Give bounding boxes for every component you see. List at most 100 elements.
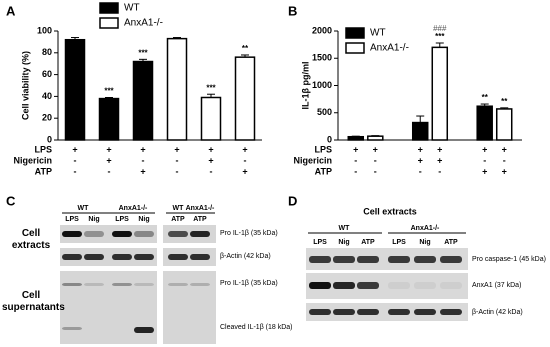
blot-band: [414, 282, 436, 289]
lane-label: ATP: [444, 239, 458, 246]
blot-band: [190, 254, 210, 260]
band-label: AnxA1 (37 kDa): [472, 282, 521, 289]
lane-label: Nig: [138, 216, 149, 223]
blot-image: [306, 248, 468, 270]
group-label: AnxA1-/-: [119, 205, 148, 212]
condition-value: +: [418, 144, 423, 154]
legend-label: WT: [370, 28, 386, 39]
blot-image: [163, 271, 216, 344]
blot-band: [357, 256, 379, 263]
legend-swatch: [345, 27, 365, 39]
condition-value: +: [437, 144, 442, 154]
y-tick-label: 1500: [312, 53, 332, 63]
blot-band: [357, 309, 379, 315]
bar: [98, 97, 120, 141]
bar: [431, 46, 449, 141]
blot-band: [134, 231, 154, 237]
blot-band: [309, 256, 331, 263]
blot-band: [62, 254, 82, 260]
blot-band: [134, 327, 154, 333]
condition-value: +: [174, 144, 179, 154]
condition-value: +: [502, 166, 507, 176]
panel-label: A: [6, 3, 16, 18]
y-axis-label: IL-1β pg/ml: [300, 62, 310, 110]
condition-value: +: [208, 144, 213, 154]
blot-band: [440, 282, 462, 289]
condition-value: -: [419, 166, 422, 176]
blot-title: Cell extracts: [363, 206, 417, 216]
condition-value: +: [502, 144, 507, 154]
y-tick-label: 40: [42, 91, 52, 101]
condition-value: -: [374, 166, 377, 176]
condition-value: +: [242, 144, 247, 154]
blot-band: [440, 309, 462, 315]
group-label: WT: [173, 205, 185, 212]
significance: ###: [433, 24, 447, 33]
condition-value: -: [354, 155, 357, 165]
bar: [234, 56, 256, 141]
bar: [166, 37, 188, 141]
group-label: AnxA1-/-: [411, 225, 440, 232]
band-label: Pro IL-1β (35 kDa): [220, 280, 278, 287]
blot-band: [357, 282, 379, 289]
panel-label: C: [6, 193, 16, 208]
condition-value: -: [483, 155, 486, 165]
lane-label: LPS: [65, 216, 79, 223]
blot-band: [388, 309, 410, 315]
condition-value: +: [373, 144, 378, 154]
blot-band: [333, 309, 355, 315]
y-tick-label: 100: [37, 25, 52, 35]
significance: **: [501, 97, 508, 106]
blot-image: [60, 225, 157, 243]
section-label: Cell supernatants: [2, 290, 65, 313]
blot-band: [414, 256, 436, 263]
blot-band: [333, 256, 355, 263]
panel-label: B: [288, 3, 297, 18]
legend-label: WT: [124, 3, 140, 14]
condition-value: -: [74, 166, 77, 176]
y-tick-label: 80: [42, 47, 52, 57]
lane-label: ATP: [361, 239, 375, 246]
y-tick-label: 1000: [312, 80, 332, 90]
blot-band: [388, 256, 410, 263]
condition-value: +: [353, 144, 358, 154]
bar: [367, 135, 384, 141]
condition-value: +: [437, 155, 442, 165]
condition-value: -: [108, 166, 111, 176]
condition-value: -: [438, 166, 441, 176]
y-tick-label: 2000: [312, 25, 332, 35]
blot-band: [84, 254, 104, 260]
lane-label: Nig: [338, 239, 349, 246]
group-label: WT: [78, 205, 90, 212]
condition-value: -: [176, 166, 179, 176]
blot-image: [163, 225, 216, 243]
blot-band: [333, 282, 355, 289]
legend-swatch: [99, 17, 119, 29]
y-tick-label: 0: [327, 134, 332, 144]
blot-image: [60, 271, 157, 344]
blot-band: [414, 309, 436, 315]
bar: [476, 105, 493, 141]
blot-band: [168, 254, 188, 260]
significance: ***: [104, 87, 114, 96]
section-label: Cell extracts: [11, 228, 51, 251]
lane-label: LPS: [392, 239, 406, 246]
blot-band: [190, 231, 210, 237]
band-label: β-Actin (42 kDa): [472, 309, 523, 316]
legend-label: AnxA1-/-: [124, 18, 163, 29]
significance: ***: [138, 48, 148, 57]
significance: ***: [435, 32, 445, 41]
condition-value: +: [482, 144, 487, 154]
y-tick-label: 20: [42, 113, 52, 123]
significance: **: [242, 44, 249, 53]
blot-band: [190, 283, 210, 286]
blot-band: [309, 282, 331, 289]
condition-value: -: [244, 155, 247, 165]
condition-name: ATP: [35, 166, 52, 176]
lane-label: ATP: [171, 216, 185, 223]
bar: [64, 38, 86, 141]
bar: [495, 108, 513, 141]
condition-name: ATP: [315, 166, 332, 176]
bar: [347, 135, 365, 141]
